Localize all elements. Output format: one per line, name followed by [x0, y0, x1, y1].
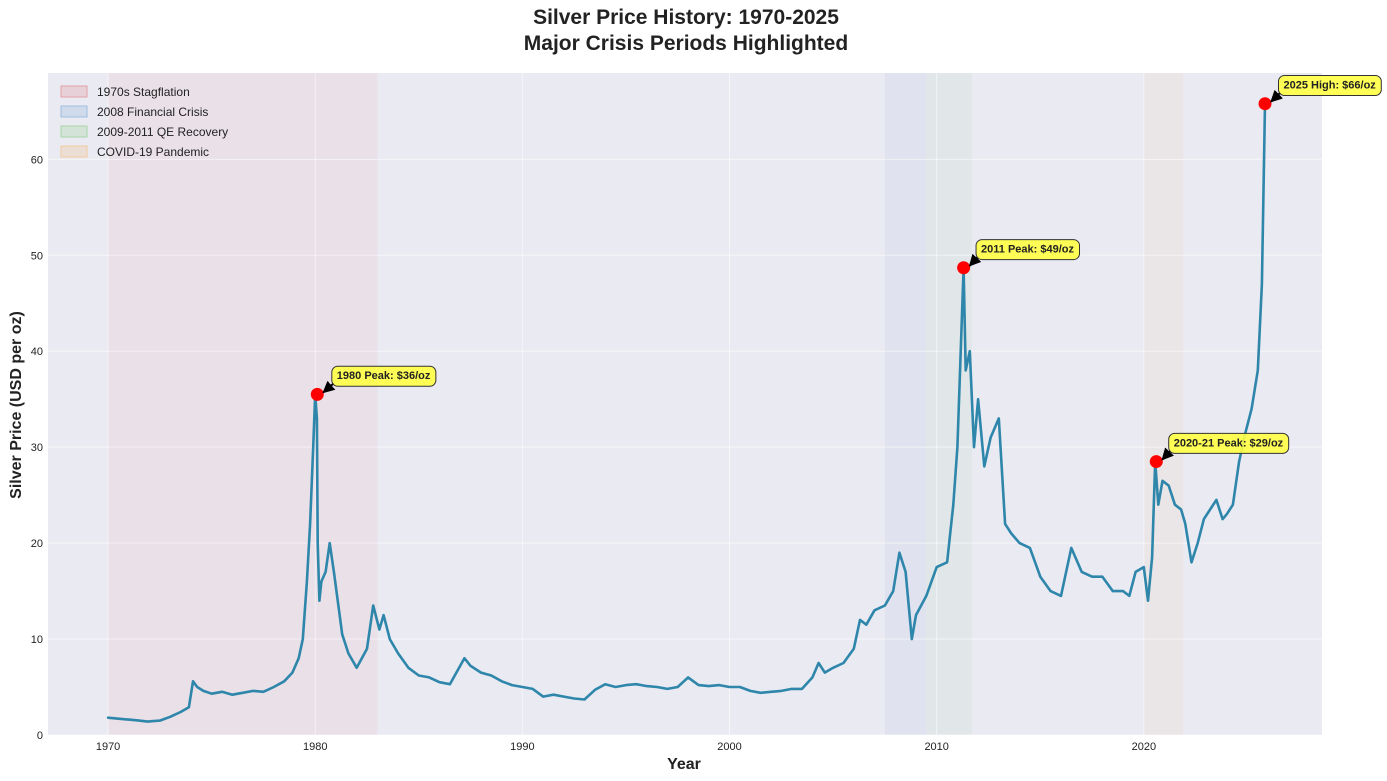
- legend-label-3: COVID-19 Pandemic: [97, 145, 209, 159]
- y-tick-label: 0: [37, 730, 43, 742]
- x-axis-label: Year: [667, 756, 701, 773]
- annotation-arrow-0: [322, 380, 336, 394]
- x-tick-label: 2020: [1132, 741, 1156, 753]
- annotation-1: 2011 Peak: $49/oz: [975, 239, 1081, 261]
- x-tick-label: 1980: [303, 741, 327, 753]
- annotation-0: 1980 Peak: $36/oz: [331, 365, 437, 387]
- annotation-arrow-1: [968, 253, 982, 267]
- annotation-label-2: 2020-21 Peak: $29/oz: [1174, 437, 1284, 449]
- y-tick-label: 60: [31, 154, 43, 166]
- legend-swatch-1: [60, 105, 88, 118]
- annotation-arrow-2: [1161, 447, 1174, 461]
- y-axis-label: Silver Price (USD per oz): [8, 311, 25, 499]
- chart-subtitle: Major Crisis Periods Highlighted: [524, 32, 848, 55]
- y-tick-label: 40: [31, 346, 43, 358]
- crisis-band-3: [1143, 73, 1184, 735]
- x-tick-label: 2000: [717, 741, 741, 753]
- annotation-box-1: [975, 239, 1081, 261]
- plot-background: [48, 73, 1322, 735]
- x-tick-label: 1970: [96, 741, 120, 753]
- peak-marker-3: [1258, 97, 1272, 111]
- annotation-2: 2020-21 Peak: $29/oz: [1168, 432, 1290, 454]
- annotation-3: 2025 High: $66/oz: [1277, 75, 1382, 97]
- y-tick-label: 50: [31, 250, 43, 262]
- crisis-band-2: [926, 73, 972, 735]
- peak-marker-1: [957, 261, 971, 275]
- y-tick-label: 20: [31, 538, 43, 550]
- crisis-band-0: [108, 73, 378, 735]
- price-line-0: [106, 102, 1267, 723]
- annotation-box-2: [1168, 432, 1290, 454]
- x-tick-label: 2010: [924, 741, 948, 753]
- legend-label-0: 1970s Stagflation: [97, 85, 190, 99]
- annotation-arrow-3: [1270, 89, 1283, 103]
- legend-swatch-2: [60, 125, 88, 138]
- legend-swatch-3: [60, 145, 88, 158]
- annotation-label-1: 2011 Peak: $49/oz: [981, 244, 1074, 256]
- peak-marker-0: [310, 387, 324, 401]
- x-tick-label: 1990: [510, 741, 534, 753]
- chart-title: Silver Price History: 1970-2025: [533, 6, 839, 29]
- crisis-band-1: [884, 73, 927, 735]
- plot-area: 0 10 20 30 40 50 60 1970 1980 1990 2000 2010 2020 198…: [31, 73, 1382, 753]
- annotation-label-0: 1980 Peak: $36/oz: [337, 370, 431, 382]
- legend-label-1: 2008 Financial Crisis: [97, 105, 208, 119]
- legend-label-2: 2009-2011 QE Recovery: [97, 125, 228, 139]
- y-tick-label: 10: [31, 634, 43, 646]
- legend-swatch-0: [60, 85, 88, 98]
- y-tick-label: 30: [31, 442, 43, 454]
- annotation-box-0: [331, 365, 437, 387]
- legend: 1970s Stagflation 2008 Financial Crisis 20…: [60, 85, 228, 159]
- annotation-box-3: [1277, 75, 1382, 97]
- peak-marker-2: [1149, 455, 1163, 469]
- annotation-label-3: 2025 High: $66/oz: [1283, 80, 1376, 92]
